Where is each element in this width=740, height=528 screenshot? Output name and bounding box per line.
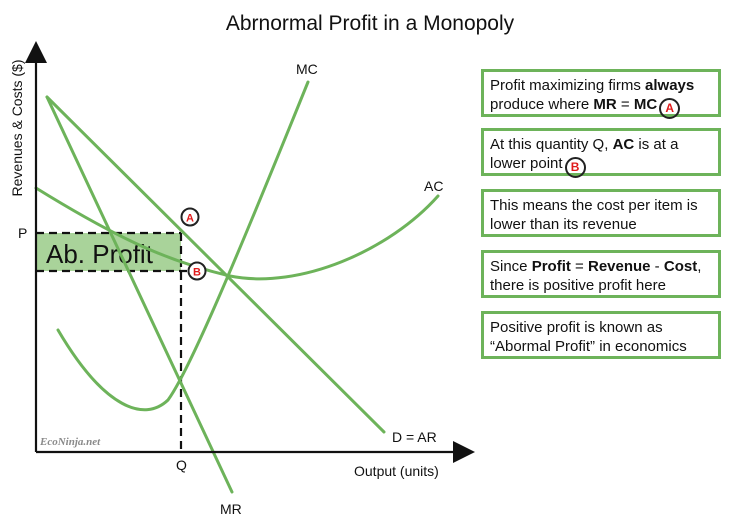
point-a-label: A <box>186 213 194 225</box>
point-marker-b: B <box>564 157 586 178</box>
note-run: MR <box>593 96 617 113</box>
note-run: is at a lower point <box>490 136 679 172</box>
point-b-label: B <box>193 267 201 279</box>
note-run: Profit maximizing firms <box>490 77 646 94</box>
chart-title: Abrnormal Profit in a Monopoly <box>226 12 515 35</box>
point-b-marker: B <box>187 261 207 281</box>
note-5-text: Positive profit is known as “Abormal Pro… <box>490 319 687 355</box>
axes <box>25 41 475 463</box>
note-run: Cost <box>663 258 698 275</box>
note-run: AC <box>612 136 635 153</box>
note-run: Profit <box>531 258 571 275</box>
demand-label: D = AR <box>392 429 437 445</box>
note-4-text: Since Profit = Revenue - Cost, there is … <box>490 258 701 294</box>
demand-ar-curve <box>45 95 386 434</box>
curves <box>34 80 440 494</box>
x-axis-label: Output (units) <box>354 463 439 479</box>
note-mr-equals-mc: Profit maximizing firms always produce w… <box>481 69 721 119</box>
mr-curve <box>45 95 234 494</box>
dashed-guides <box>36 231 190 452</box>
note-run: This means the cost per item is lower th… <box>490 197 698 233</box>
note-run: - <box>650 258 664 275</box>
ac-curve <box>34 186 440 281</box>
note-run: = <box>570 258 588 275</box>
y-axis-label: Revenues & Costs ($) <box>9 60 25 197</box>
watermark: EcoNinja.net <box>39 436 101 448</box>
note-cost-lower: This means the cost per item is lower th… <box>481 189 721 237</box>
ac-label: AC <box>424 178 443 194</box>
note-ac-lower-point: At this quantity Q, AC is at a lower poi… <box>481 128 721 178</box>
note-run: Since <box>490 258 532 275</box>
note-run: produce where <box>490 96 594 113</box>
mc-curve <box>56 80 310 412</box>
note-profit-formula: Since Profit = Revenue - Cost, there is … <box>481 250 721 298</box>
note-run: Revenue <box>587 258 651 275</box>
note-run: At this quantity Q, <box>490 136 613 153</box>
quantity-tick-label: Q <box>176 457 187 473</box>
note-2-text: At this quantity Q, AC is at a lower poi… <box>490 136 679 178</box>
mc-label: MC <box>296 61 318 77</box>
note-run: Positive profit is known as “Abormal Pro… <box>490 319 687 355</box>
price-tick-label: P <box>18 225 27 241</box>
note-3-text: This means the cost per item is lower th… <box>490 197 698 233</box>
note-run: = <box>616 96 634 113</box>
note-abnormal-profit: Positive profit is known as “Abormal Pro… <box>481 311 721 359</box>
mr-label: MR <box>220 501 242 517</box>
note-run: MC <box>633 96 658 113</box>
point-a-marker: A <box>180 207 200 227</box>
note-run: always <box>645 77 695 94</box>
point-marker-a: A <box>659 98 681 119</box>
note-1-text: Profit maximizing firms always produce w… <box>490 77 695 119</box>
note-run: , there is positive profit here <box>490 258 702 294</box>
